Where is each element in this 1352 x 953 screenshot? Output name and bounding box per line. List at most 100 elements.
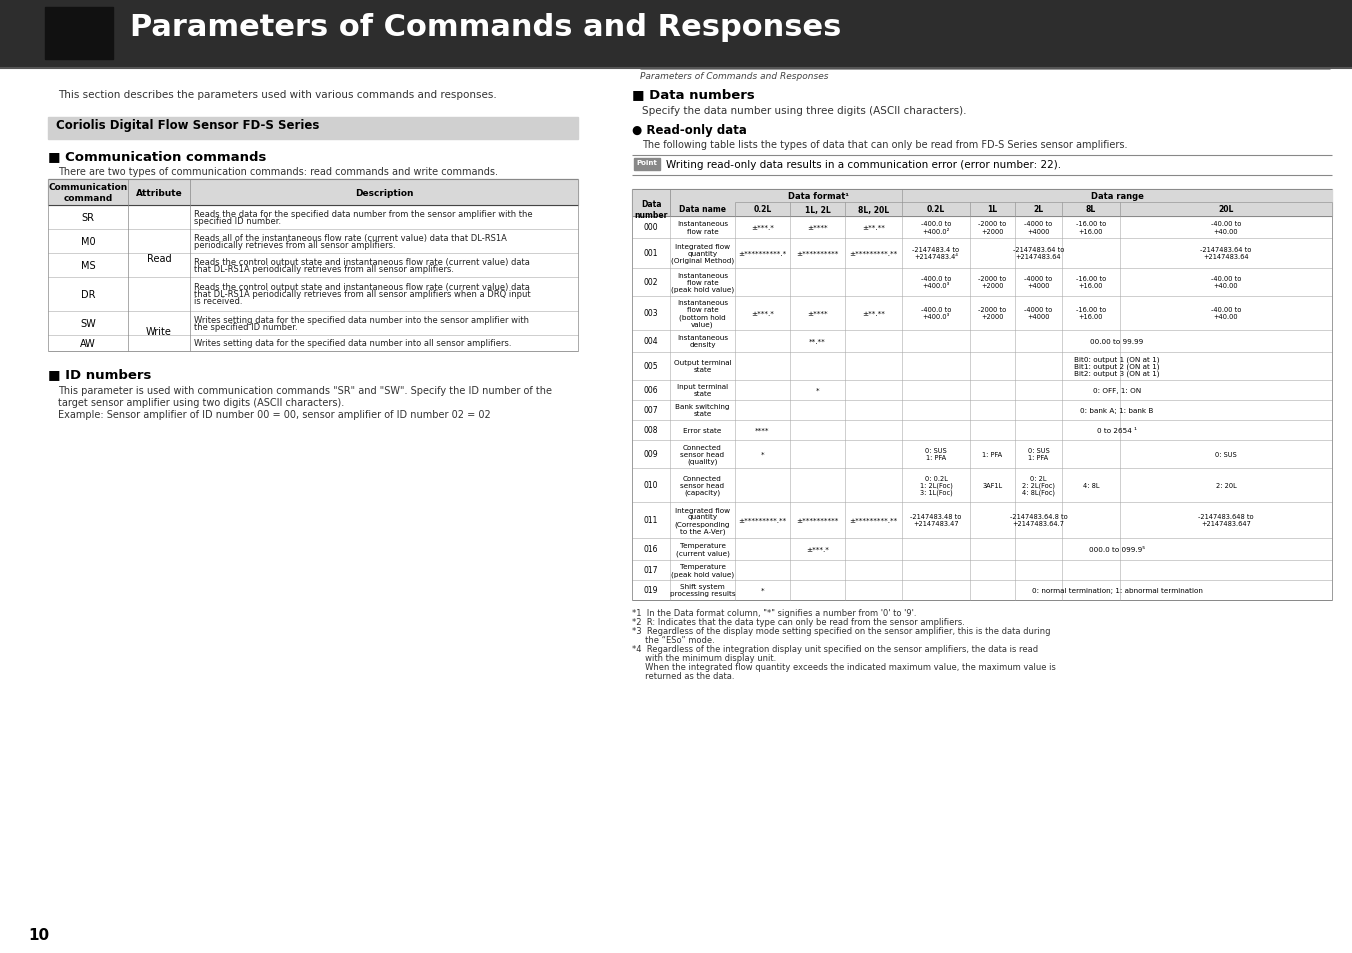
Text: -2147483.64 to: -2147483.64 to — [1201, 247, 1252, 253]
Text: +40.00: +40.00 — [1214, 283, 1238, 289]
Text: -2147483.64.8 to: -2147483.64.8 to — [1010, 514, 1067, 520]
Text: Reads the data for the specified data number from the sensor amplifier with the: Reads the data for the specified data nu… — [193, 210, 533, 219]
Text: +4000: +4000 — [1028, 283, 1049, 289]
Text: returned as the data.: returned as the data. — [631, 671, 734, 680]
Text: that DL-RS1A periodically retrieves from all sensor amplifiers when a DRQ input: that DL-RS1A periodically retrieves from… — [193, 291, 530, 299]
Text: flow rate: flow rate — [687, 229, 718, 234]
Text: *1  In the Data format column, "*" signifies a number from '0' to '9'.: *1 In the Data format column, "*" signif… — [631, 608, 917, 618]
Text: This parameter is used with communication commands "SR" and "SW". Specify the ID: This parameter is used with communicatio… — [58, 386, 552, 395]
Text: ■ Data numbers: ■ Data numbers — [631, 88, 754, 101]
Text: *: * — [761, 587, 764, 594]
Text: +400.0³: +400.0³ — [922, 314, 949, 320]
Text: -16.00 to: -16.00 to — [1076, 307, 1106, 314]
Text: 10: 10 — [28, 927, 49, 942]
Text: 00.00 to 99.99: 00.00 to 99.99 — [1090, 338, 1144, 345]
Text: Writing read-only data results in a communication error (error number: 22).: Writing read-only data results in a comm… — [667, 160, 1061, 170]
Text: Parameters of Commands and Responses: Parameters of Commands and Responses — [639, 71, 829, 81]
Text: target sensor amplifier using two digits (ASCII characters).: target sensor amplifier using two digits… — [58, 397, 345, 408]
Text: (quality): (quality) — [687, 458, 718, 465]
Text: 003: 003 — [644, 309, 658, 318]
Text: Data
number: Data number — [634, 200, 668, 219]
Text: 1: PFA: 1: PFA — [926, 455, 946, 461]
Text: -2000 to: -2000 to — [979, 221, 1007, 227]
Bar — [49, 180, 579, 206]
Text: +2147483.647: +2147483.647 — [1201, 521, 1251, 527]
Text: specified ID number.: specified ID number. — [193, 216, 281, 226]
Text: +16.00: +16.00 — [1079, 314, 1103, 320]
Text: 1L: 1L — [987, 205, 998, 214]
Text: SR: SR — [81, 213, 95, 223]
Text: *3  Regardless of the display mode setting specified on the sensor amplifier, th: *3 Regardless of the display mode settin… — [631, 626, 1051, 636]
Text: -2147483.64 to: -2147483.64 to — [1013, 247, 1064, 253]
Text: 010: 010 — [644, 481, 658, 490]
Text: Data range: Data range — [1091, 192, 1144, 201]
Text: (bottom hold: (bottom hold — [679, 314, 726, 320]
Text: DR: DR — [81, 290, 95, 299]
Text: 004: 004 — [644, 337, 658, 346]
Text: Shift system: Shift system — [680, 584, 725, 590]
Text: Data format¹: Data format¹ — [788, 192, 849, 201]
Text: 2L: 2L — [1033, 205, 1044, 214]
Text: Bit0: output 1 (ON at 1): Bit0: output 1 (ON at 1) — [1075, 356, 1160, 363]
Text: 8L: 8L — [1086, 205, 1096, 214]
Text: -2000 to: -2000 to — [979, 276, 1007, 282]
Text: Writes setting data for the specified data number into the sensor amplifier with: Writes setting data for the specified da… — [193, 315, 529, 325]
Text: 4: 8L: 4: 8L — [1083, 482, 1099, 489]
Text: 019: 019 — [644, 586, 658, 595]
Text: 001: 001 — [644, 250, 658, 258]
Text: (Original Method): (Original Method) — [671, 257, 734, 264]
Text: +2000: +2000 — [982, 283, 1003, 289]
Text: Description: Description — [354, 189, 414, 197]
Text: ±**********: ±********** — [796, 517, 838, 523]
Text: sensor head: sensor head — [680, 482, 725, 489]
Text: -2147483.648 to: -2147483.648 to — [1198, 514, 1253, 520]
Text: quantity: quantity — [687, 251, 718, 256]
Text: ****: **** — [756, 428, 769, 434]
Text: **.**: **.** — [808, 338, 826, 345]
Text: ±*********.**: ±*********.** — [849, 517, 898, 523]
Text: ±**********.*: ±**********.* — [738, 251, 787, 256]
Text: 2: 20L: 2: 20L — [1215, 482, 1236, 489]
Text: quantity: quantity — [687, 514, 718, 520]
Text: ±*********.**: ±*********.** — [849, 251, 898, 256]
Text: Bank switching: Bank switching — [675, 404, 730, 410]
Text: +400.0³: +400.0³ — [922, 283, 949, 289]
Text: AW: AW — [80, 338, 96, 349]
Text: sensor head: sensor head — [680, 452, 725, 457]
Text: +40.00: +40.00 — [1214, 229, 1238, 234]
Text: 002: 002 — [644, 278, 658, 287]
Text: +2147483.47: +2147483.47 — [913, 521, 959, 527]
Text: +16.00: +16.00 — [1079, 283, 1103, 289]
Text: periodically retrieves from all sensor amplifiers.: periodically retrieves from all sensor a… — [193, 241, 396, 250]
Text: (Corresponding: (Corresponding — [675, 520, 730, 527]
Text: the specified ID number.: the specified ID number. — [193, 323, 297, 332]
Text: ±**.**: ±**.** — [863, 225, 886, 231]
Bar — [631, 190, 1332, 216]
Text: with the minimum display unit.: with the minimum display unit. — [631, 654, 776, 662]
Text: 0: SUS: 0: SUS — [1215, 452, 1237, 457]
Text: flow rate: flow rate — [687, 307, 718, 314]
Text: +2147483.64.7: +2147483.64.7 — [1013, 521, 1064, 527]
Text: ● Read-only data: ● Read-only data — [631, 124, 746, 137]
Text: state: state — [694, 367, 711, 374]
Text: that DL-RS1A periodically retrieves from all sensor amplifiers.: that DL-RS1A periodically retrieves from… — [193, 265, 454, 274]
Text: 011: 011 — [644, 516, 658, 525]
Text: Connected: Connected — [683, 476, 722, 481]
Text: Parameters of Commands and Responses: Parameters of Commands and Responses — [130, 13, 841, 42]
Text: 006: 006 — [644, 386, 658, 395]
Text: 0.2L: 0.2L — [927, 205, 945, 214]
Text: *: * — [815, 388, 819, 394]
Text: Error state: Error state — [683, 428, 722, 434]
Text: -400.0 to: -400.0 to — [921, 221, 952, 227]
Text: ■ ID numbers: ■ ID numbers — [49, 368, 151, 380]
Bar — [0, 0, 1352, 68]
Text: Instantaneous: Instantaneous — [677, 335, 729, 341]
Text: Instantaneous: Instantaneous — [677, 300, 729, 306]
Text: Example: Sensor amplifier of ID number 00 = 00, sensor amplifier of ID number 02: Example: Sensor amplifier of ID number 0… — [58, 410, 491, 419]
Text: -16.00 to: -16.00 to — [1076, 276, 1106, 282]
Text: is received.: is received. — [193, 297, 242, 306]
Text: 1L, 2L: 1L, 2L — [804, 205, 830, 214]
Text: The following table lists the types of data that can only be read from FD-S Seri: The following table lists the types of d… — [642, 140, 1128, 150]
Text: Bit1: output 2 (ON at 1): Bit1: output 2 (ON at 1) — [1075, 363, 1160, 370]
Text: processing results: processing results — [669, 591, 735, 597]
